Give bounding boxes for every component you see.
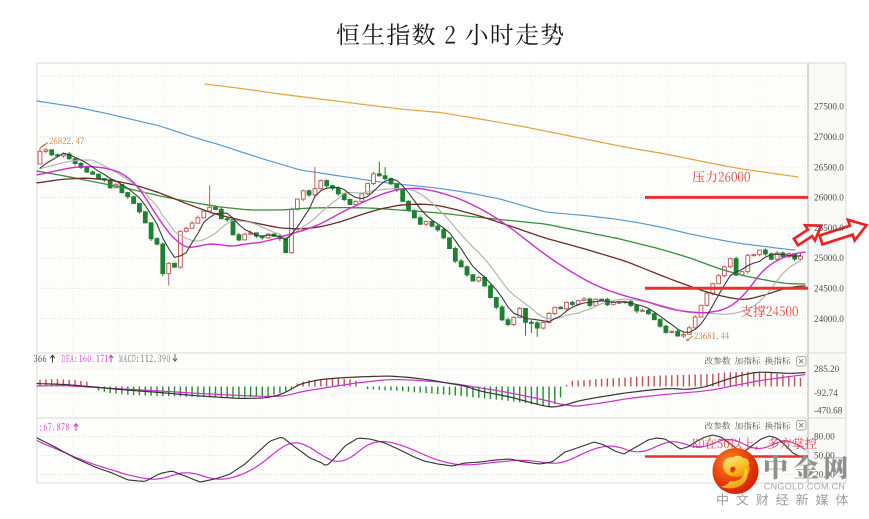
svg-text:-470.68: -470.68 [814,406,843,416]
svg-text:80.00: 80.00 [814,432,835,442]
svg-text:27500.0: 27500.0 [814,102,844,112]
svg-text:26500.0: 26500.0 [814,162,844,172]
svg-text:285.20: 285.20 [814,364,840,374]
svg-text:-92.74: -92.74 [814,388,838,398]
svg-text:CNGOLD.COM.CN: CNGOLD.COM.CN [764,482,845,492]
svg-text:25500.0: 25500.0 [814,223,844,233]
svg-text:25000.0: 25000.0 [814,253,844,263]
svg-text:26000.0: 26000.0 [814,193,844,203]
svg-text:20.00: 20.00 [814,470,835,480]
svg-text:24000.0: 24000.0 [814,314,844,324]
svg-text:50.00: 50.00 [814,451,835,461]
svg-text:24500.0: 24500.0 [814,284,844,294]
svg-text:27000.0: 27000.0 [814,132,844,142]
